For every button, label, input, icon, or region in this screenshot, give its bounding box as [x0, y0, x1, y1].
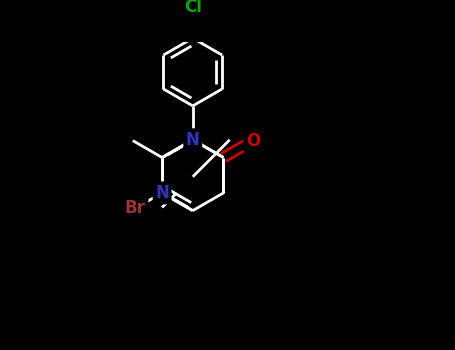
Text: N: N: [186, 131, 200, 149]
Text: Cl: Cl: [184, 0, 202, 16]
Text: N: N: [155, 184, 169, 202]
Text: O: O: [246, 132, 260, 149]
Text: Br: Br: [125, 199, 146, 217]
